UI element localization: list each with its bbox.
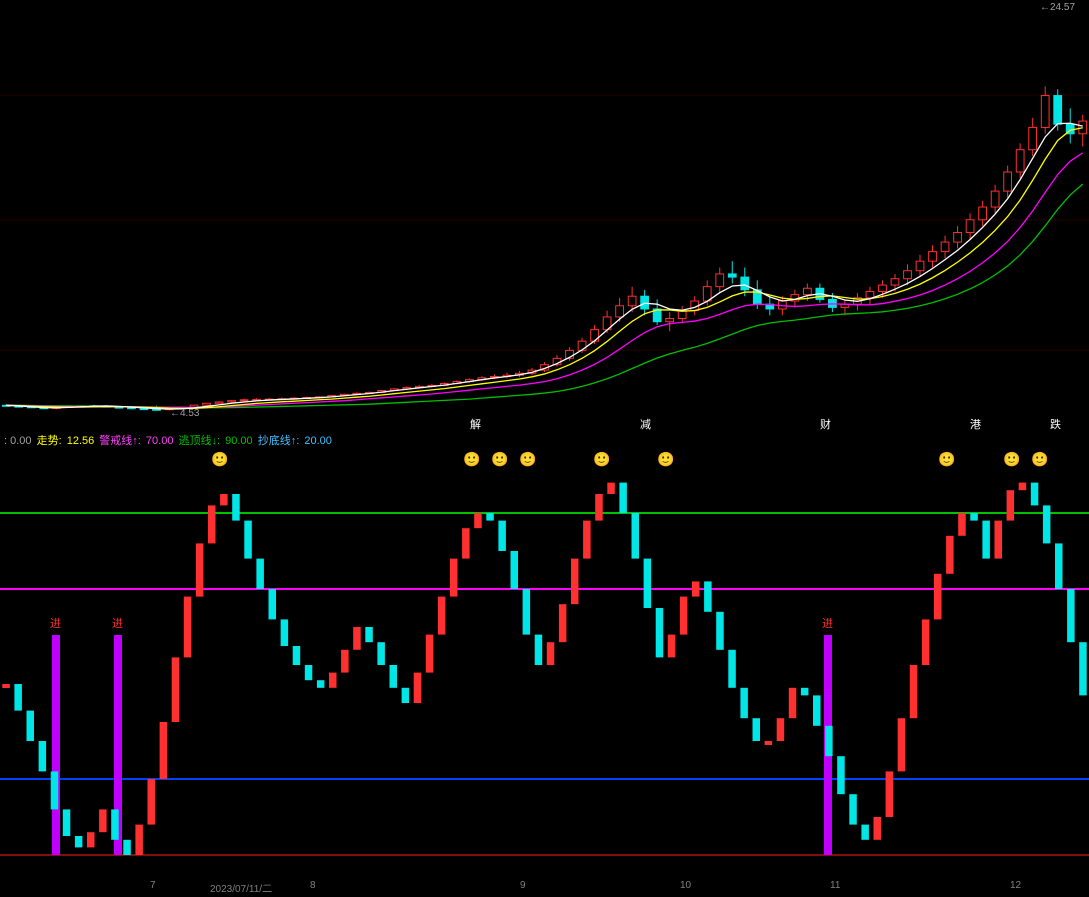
entry-signal-label: 进 (112, 615, 123, 631)
indicator-legend: : 0.00 走势: 12.56 警戒线↑: 70.00 逃顶线↓: 90.00… (4, 432, 334, 448)
legend-part: 走势: (37, 435, 65, 447)
smiley-icon: 🙂 (593, 452, 610, 466)
smiley-icon: 🙂 (491, 452, 508, 466)
chart-container: 解 减 财 港 跌 : 0.00 走势: 12.56 警戒线↑: 70.00 逃顶线↓:… (0, 0, 1089, 897)
entry-signal-label: 进 (50, 615, 61, 631)
xaxis-tick: 12 (1010, 880, 1021, 891)
smiley-icon: 🙂 (1003, 452, 1020, 466)
info-tag: 财 (820, 416, 831, 432)
xaxis-tick: 11 (830, 880, 840, 891)
smiley-icon: 🙂 (938, 452, 955, 466)
price-panel[interactable] (0, 0, 1089, 430)
smiley-icon: 🙂 (463, 452, 480, 466)
info-tag: 跌 (1050, 416, 1061, 432)
legend-part: 90.00 (225, 435, 256, 447)
indicator-svg (0, 430, 1089, 880)
low-price-marker: ←4.53 (170, 408, 199, 419)
info-tag: 减 (640, 416, 651, 432)
smiley-icon: 🙂 (657, 452, 674, 466)
smiley-row: 🙂 🙂 🙂 🙂 🙂 🙂 🙂 🙂 🙂 (0, 452, 1089, 470)
high-price-marker: ←24.57 (1040, 2, 1075, 13)
legend-part: 70.00 (146, 435, 177, 447)
legend-part: 20.00 (304, 435, 332, 447)
smiley-icon: 🙂 (519, 452, 536, 466)
xaxis-panel: 7 2023/07/11/二 8 9 10 11 12 (0, 880, 1089, 897)
xaxis-tick: 7 (150, 880, 156, 891)
xaxis-tick: 8 (310, 880, 316, 891)
entry-signal-label: 进 (822, 615, 833, 631)
price-svg (0, 0, 1089, 430)
legend-part: 抄底线↑: (258, 435, 303, 447)
legend-part: 12.56 (67, 435, 98, 447)
xaxis-tick: 2023/07/11/二 (210, 880, 272, 895)
info-tag: 解 (470, 416, 481, 432)
xaxis-tick: 9 (520, 880, 526, 891)
indicator-panel[interactable]: : 0.00 走势: 12.56 警戒线↑: 70.00 逃顶线↓: 90.00… (0, 430, 1089, 880)
legend-part: 逃顶线↓: (179, 435, 224, 447)
smiley-icon: 🙂 (211, 452, 228, 466)
smiley-icon: 🙂 (1031, 452, 1048, 466)
info-tag: 港 (970, 416, 981, 432)
legend-part: 警戒线↑: (99, 435, 144, 447)
legend-part: : 0.00 (4, 435, 35, 447)
xaxis-tick: 10 (680, 880, 691, 891)
